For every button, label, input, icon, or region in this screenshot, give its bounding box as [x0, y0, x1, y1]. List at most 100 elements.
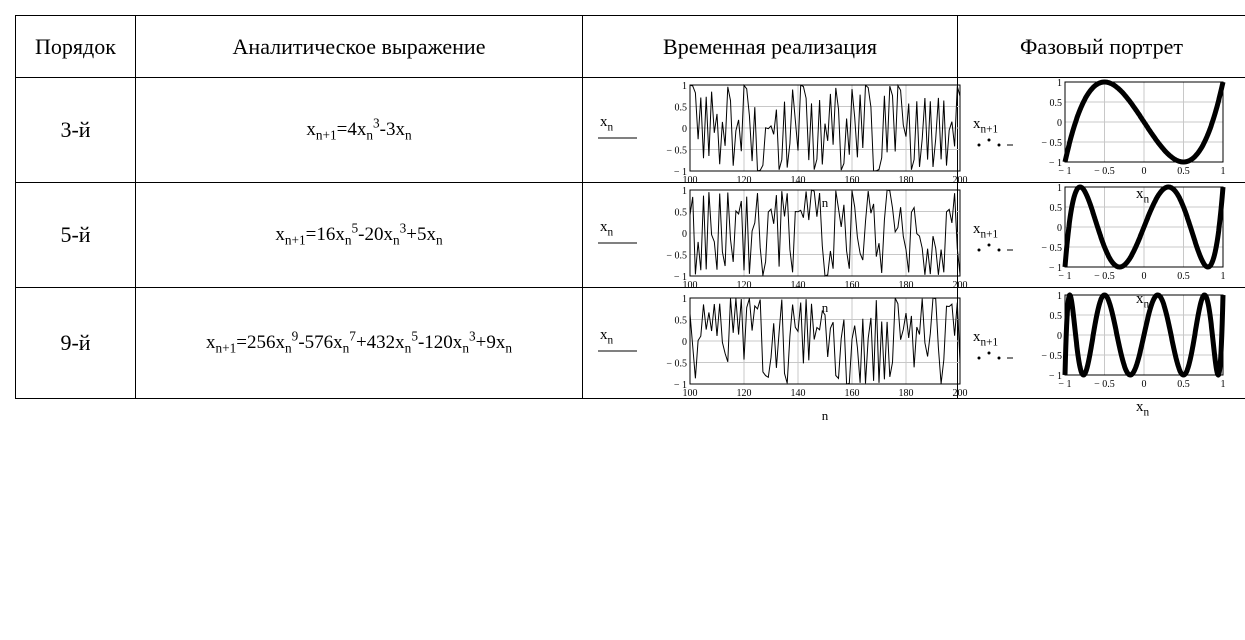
chebyshev-map-table: Порядок Аналитическое выражение Временна… [15, 15, 1245, 423]
header-phase-portrait: Фазовый портрет [957, 15, 1245, 78]
y-axis-label: xn+1 [973, 329, 998, 349]
trace-marker [987, 243, 990, 247]
phase-portrait-cell: 1 0.5 0 − 0.5 − 1− 1 − 0.5 0 0.5 1 xn+1 xn [957, 182, 1245, 311]
order-cell: 9-й [15, 287, 136, 399]
y-tick-label: − 1 [674, 167, 687, 178]
y-tick-label: − 1 [1048, 263, 1061, 274]
phase-portrait-cell: 1 0.5 0 − 0.5 − 1− 1 − 0.5 0 0.5 1 xn+1 xn [957, 77, 1245, 206]
x-tick-label: 200 [953, 175, 968, 186]
x-tick-label: 0.5 [1177, 166, 1190, 177]
expression-cell: xn+1=256xn9-576xn7+432xn5-120xn3+9xn [135, 287, 583, 399]
expression-part: n [404, 340, 412, 356]
phase-curve [1062, 184, 1225, 270]
expression-part: =16x [305, 224, 345, 245]
y-tick-label: − 0.5 [1041, 243, 1062, 254]
expression-part: +432x [355, 332, 405, 353]
x-tick-label: − 0.5 [1094, 271, 1115, 282]
y-tick-label: 0.5 [1049, 311, 1062, 322]
y-tick-label: 1 [682, 186, 687, 197]
expression-part: n+1 [284, 232, 306, 248]
y-tick-label: 0.5 [675, 208, 688, 219]
y-tick-label: − 1 [674, 380, 687, 391]
x-tick-label: − 1 [1058, 166, 1071, 177]
y-tick-label: − 0.5 [666, 251, 687, 262]
phase-curve [1062, 292, 1225, 378]
y-tick-label: 1 [682, 294, 687, 305]
x-tick-label: 120 [737, 388, 752, 399]
x-axis-label: xn [1136, 186, 1150, 206]
expression-part: =256x [236, 332, 285, 353]
expression-part: +9x [475, 332, 506, 353]
x-tick-label: 200 [953, 280, 968, 291]
expression-part: n+1 [315, 127, 337, 143]
expression-part: 5 [411, 328, 418, 344]
y-tick-label: 0.5 [1049, 203, 1062, 214]
y-axis-label: xn [600, 219, 614, 239]
time-series-cell: 1 0.5 0 − 0.5 − 1 100 120 140 160 180 200 xn n [582, 182, 968, 315]
expression-part: n [366, 127, 374, 143]
expression-part: =4x [336, 119, 367, 140]
expression-part: -120x [417, 332, 463, 353]
y-axis-label: xn [600, 327, 614, 347]
expression-part: -576x [298, 332, 343, 353]
order-cell: 5-й [15, 182, 136, 288]
y-tick-label: − 1 [1048, 158, 1061, 169]
time-series-cell: 1 0.5 0 − 0.5 − 1 100 120 140 160 180 200 xn n [582, 287, 968, 423]
y-tick-label: − 0.5 [666, 359, 687, 370]
x-tick-label: 0 [1141, 271, 1146, 282]
expression-part: +5x [406, 224, 437, 245]
expression-part: x [205, 332, 216, 353]
expression-part: 9 [291, 328, 299, 344]
header-expression: Аналитическое выражение [135, 15, 583, 78]
y-tick-label: 0 [682, 124, 687, 135]
expression-part: x [306, 119, 316, 140]
plot-frame [1064, 81, 1223, 163]
trace-marker [997, 356, 1000, 360]
expression-part: -20x [358, 224, 393, 245]
plot-frame [689, 189, 961, 277]
x-tick-label: 0.5 [1177, 271, 1190, 282]
trace-marker [977, 143, 980, 147]
y-axis-label: xn+1 [973, 221, 998, 241]
plot-frame [689, 297, 961, 385]
trace-marker [997, 248, 1000, 252]
table-row: 9-й xn+1=256xn9-576xn7+432xn5-120xn3+9xn 1… [15, 287, 1245, 423]
expression-part: n [436, 232, 443, 248]
phase-portrait-cell: 1 0.5 0 − 0.5 − 1− 1 − 0.5 0 0.5 1 xn+1 xn [957, 287, 1245, 419]
x-tick-label: 1 [1220, 271, 1225, 282]
plot-frame [1064, 186, 1223, 268]
y-tick-label: 1 [1057, 291, 1062, 302]
trace-marker [977, 248, 980, 252]
expression-cell: xn+1=16xn5-20xn3+5xn [135, 182, 583, 288]
y-tick-label: − 1 [674, 272, 687, 283]
x-tick-label: 140 [791, 175, 806, 186]
x-tick-label: 0.5 [1177, 379, 1190, 390]
expression-part: n [405, 127, 412, 143]
plot-frame [689, 84, 961, 172]
x-tick-label: 180 [899, 280, 914, 291]
expression-part: n+1 [215, 340, 237, 356]
x-tick-label: 180 [899, 388, 914, 399]
x-tick-label: 160 [845, 280, 860, 291]
x-tick-label: 1 [1220, 166, 1225, 177]
expression-part: n [285, 340, 292, 356]
expression-part: n [344, 232, 352, 248]
x-axis-label: n [822, 195, 829, 210]
table-row: 3-й xn+1=4xn3-3xn 1 0.5 0− 0.5− 1 100 120 140 16… [15, 77, 1245, 210]
expression-part: 7 [349, 328, 356, 344]
header-row: Порядок Аналитическое выражение Временна… [15, 15, 1245, 78]
y-tick-label: 0 [1057, 223, 1062, 234]
y-tick-label: 1 [1057, 78, 1062, 89]
y-tick-label: 0 [682, 337, 687, 348]
y-axis-label: xn [600, 114, 614, 134]
expression-part: 5 [351, 220, 359, 236]
trace-marker [987, 138, 990, 142]
phase-curve [1062, 79, 1225, 165]
x-tick-label: 140 [791, 388, 806, 399]
trace-marker [997, 143, 1000, 147]
expression-part: n [342, 340, 350, 356]
header-order: Порядок [15, 15, 136, 78]
table-row: 5-й xn+1=16xn5-20xn3+5xn 1 0.5 0− 0.5− 1 100 1… [15, 182, 1245, 315]
series-line [689, 83, 961, 172]
